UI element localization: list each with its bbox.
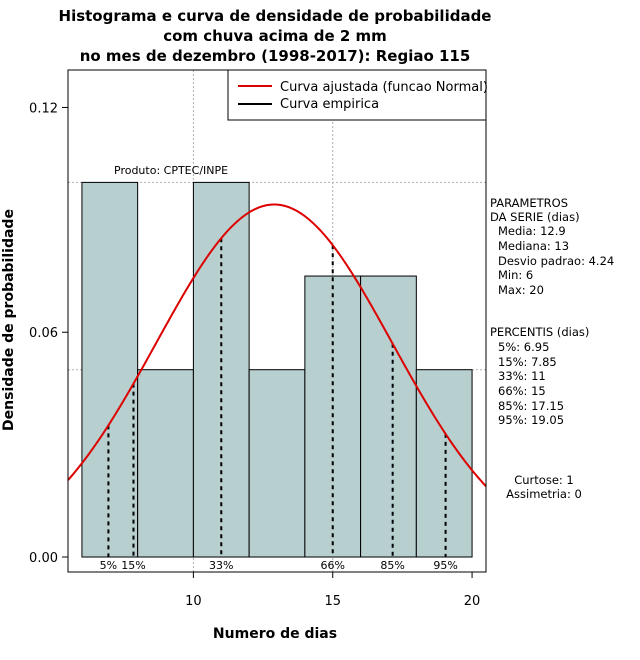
curtose-text: Curtose: 1 [514,473,574,487]
x-tick-label-1: 15 [324,594,341,609]
param-mediana: Mediana: 13 [498,239,569,253]
legend-label-fitted: Curva ajustada (funcao Normal) [280,80,488,95]
chart-title-line-3: no mes de dezembro (1998-2017): Regiao 1… [80,47,471,65]
x-tick-label-0: 10 [185,594,202,609]
params-title-1: PARAMETROS [490,196,568,210]
y-tick-label-1: 0.06 [29,326,58,341]
param-media: Media: 12.9 [498,224,566,238]
assimetria-text: Assimetria: 0 [506,487,582,501]
percentile-layer: 5% 15% 33% 66% 85% 95% [100,238,458,572]
chart-title-line-2: com chuva acima de 2 mm [163,27,387,45]
normal-curve-line [67,203,487,487]
axes-layer: 10 15 20 0.00 0.06 0.12 [29,101,480,609]
percentil-5: 5%: 6.95 [498,340,549,354]
percentile-label-3: 66% [321,559,345,572]
side-panel: PARAMETROS DA SERIE (dias) Media: 12.9 M… [490,196,614,501]
legend: Curva ajustada (funcao Normal) Curva emp… [227,69,488,121]
params-title-2: DA SERIE (dias) [490,210,580,224]
percentile-label-4: 85% [380,559,404,572]
chart-title-line-1: Histograma e curva de densidade de proba… [59,7,492,25]
y-tick-label-0: 0.00 [29,551,58,566]
histogram-bar-1 [137,369,194,558]
percentile-label-0: 5% [100,559,117,572]
y-axis-label: Densidade de probabilidade [1,209,17,431]
percentile-label-1: 15% [121,559,145,572]
param-max: Max: 20 [498,283,544,297]
percentis-title: PERCENTIS (dias) [490,325,589,339]
percentil-95: 95%: 19.05 [498,413,564,427]
percentil-85: 85%: 17.15 [498,399,564,413]
param-desvio: Desvio padrao: 4.24 [498,254,614,268]
histogram-bar-5 [360,275,417,558]
y-tick-label-2: 0.12 [29,101,58,116]
curve-layer [67,203,487,487]
x-axis-label: Numero de dias [213,626,337,642]
legend-box [227,69,487,121]
percentile-label-2: 33% [209,559,233,572]
percentil-15: 15%: 7.85 [498,355,557,369]
percentil-33: 33%: 11 [498,369,546,383]
product-annotation: Produto: CPTEC/INPE [114,164,228,177]
histogram-bar-0 [81,181,139,558]
percentile-label-5: 95% [433,559,457,572]
percentil-66: 66%: 15 [498,384,546,398]
param-min: Min: 6 [498,268,533,282]
legend-label-empirical: Curva empirica [280,97,379,112]
x-tick-label-2: 20 [464,594,481,609]
histogram-bar-6 [415,369,473,558]
histogram-bar-3 [248,369,306,558]
